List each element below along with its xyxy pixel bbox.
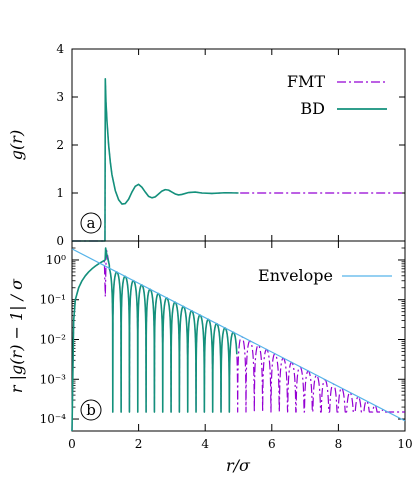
panel-a-tag-circle (80, 212, 102, 234)
panel-b-lines (71, 247, 406, 432)
b-ytick-label: 10⁰ (46, 253, 66, 267)
panel-a-frame (71, 48, 406, 242)
panel-a-tag-text: a (87, 214, 96, 232)
panel-b-tag-text: b (86, 401, 96, 419)
b-ytick-label: 10⁻⁴ (40, 412, 67, 426)
b-xtick-label: 4 (201, 437, 209, 451)
b-ytick-label: 10⁻³ (40, 372, 67, 386)
panel-b-ylabel: r |g(r) − 1| / σ (7, 278, 26, 393)
panel-a-lines (72, 77, 405, 242)
b-xtick-label: 10 (397, 437, 412, 451)
b-xtick-label: 8 (335, 437, 343, 451)
panel-a-legend: FMT BD (287, 72, 387, 118)
b-envelope-line (71, 248, 406, 422)
legend-bd-label: BD (300, 99, 325, 118)
panel-b-frame (71, 240, 406, 432)
a-series-fmt (72, 79, 405, 242)
panel-b-xlabel: r/σ (226, 456, 251, 475)
b-series-fmt (71, 248, 406, 432)
panel-b: 10⁻⁴ 10⁻³ 10⁻² 10⁻¹ 10⁰ 0 2 4 6 8 10 r |g(r) − 1| … (7, 240, 413, 475)
panel-a: 0 1 2 3 4 g(r) a FMT BD (7, 42, 406, 248)
b-series-bd (71, 247, 238, 432)
b-ytick-label: 10⁻² (40, 333, 67, 347)
panel-a-tag: a (80, 212, 102, 234)
legend-envelope-label: Envelope (258, 266, 333, 285)
panel-b-tag-circle (80, 399, 102, 421)
legend-fmt-label: FMT (287, 72, 325, 91)
b-xtick-label: 0 (68, 437, 76, 451)
panel-b-ticks: 10⁻⁴ 10⁻³ 10⁻² 10⁻¹ 10⁰ 0 2 4 6 8 10 (40, 240, 413, 451)
panel-a-ticks: 0 1 2 3 4 (56, 42, 406, 248)
b-xtick-label: 6 (268, 437, 276, 451)
a-ytick-label: 2 (56, 138, 64, 152)
panel-b-legend: Envelope (258, 262, 398, 290)
a-series-bd (72, 77, 239, 242)
b-ytick-label: 10⁻¹ (40, 293, 66, 307)
panel-a-ylabel: g(r) (7, 130, 26, 160)
b-xtick-label: 2 (135, 437, 143, 451)
a-ytick-label: 4 (56, 42, 64, 56)
a-ytick-label: 1 (56, 186, 64, 200)
a-ytick-label: 3 (56, 90, 64, 104)
a-ytick-label: 0 (56, 234, 64, 248)
panel-b-tag: b (80, 399, 102, 421)
